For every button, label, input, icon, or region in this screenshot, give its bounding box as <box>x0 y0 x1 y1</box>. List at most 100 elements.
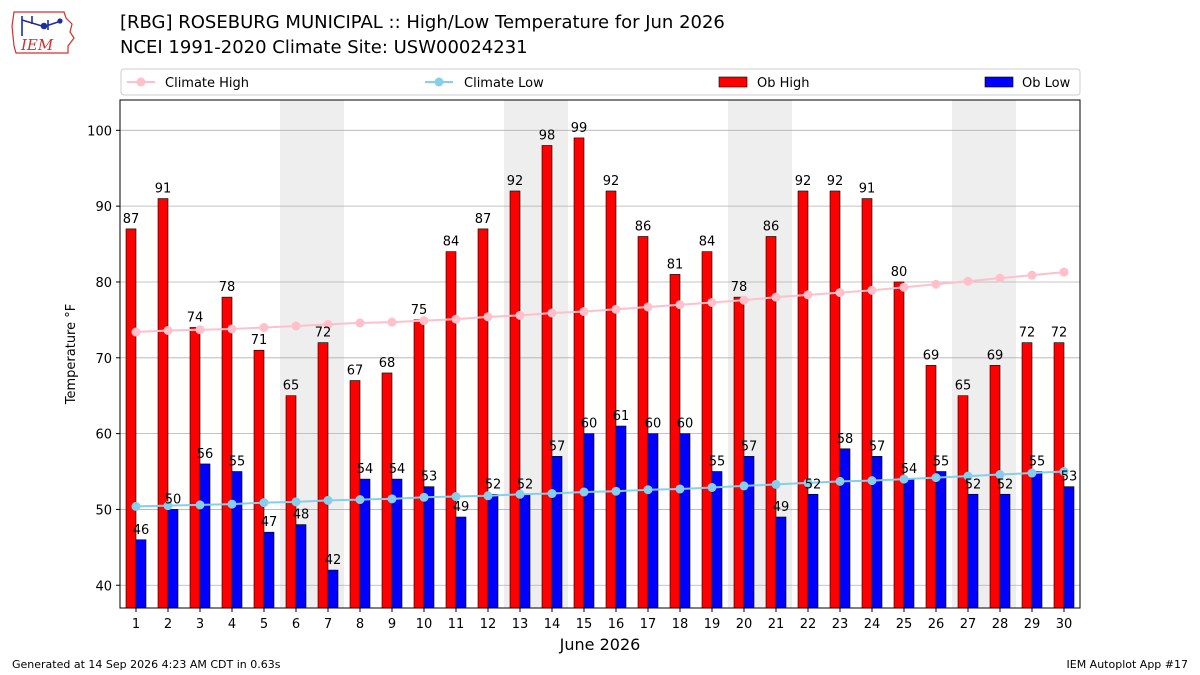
chart-title: [RBG] ROSEBURG MUNICIPAL :: High/Low Tem… <box>120 12 725 33</box>
ob-low-bar <box>967 493 979 609</box>
ob-low-bar <box>167 509 179 609</box>
legend: Climate High Climate Low Ob High Ob Low <box>120 68 1081 96</box>
ob-high-label: 74 <box>187 310 204 325</box>
legend-climate-high-marker <box>136 77 146 87</box>
climate-low-point <box>323 495 333 505</box>
ob-high-bar <box>253 349 265 609</box>
legend-ob-high-swatch <box>718 76 748 88</box>
ob-high-bar <box>381 372 393 609</box>
ob-high-label: 69 <box>987 348 1004 363</box>
x-tick-label: 12 <box>480 617 497 632</box>
climate-low-point <box>387 494 397 504</box>
ob-high-label: 99 <box>571 121 588 136</box>
ob-low-label: 55 <box>229 455 246 470</box>
ob-low-bar <box>999 493 1011 609</box>
legend-box <box>120 68 1081 96</box>
ob-low-label: 52 <box>517 477 534 492</box>
climate-high-point <box>771 292 781 302</box>
climate-high-point <box>739 295 749 305</box>
ob-high-label: 92 <box>603 174 620 189</box>
ob-high-bar <box>573 137 585 609</box>
ob-low-bar <box>775 516 787 609</box>
ob-high-label: 86 <box>763 219 780 234</box>
climate-low-point <box>675 484 685 494</box>
climate-low-line <box>135 470 1065 508</box>
ob-high-bar <box>157 198 169 609</box>
ob-low-label: 56 <box>197 447 214 462</box>
x-tick-label: 1 <box>132 617 140 632</box>
ob-low-label: 52 <box>805 477 822 492</box>
x-tick-label: 16 <box>608 617 625 632</box>
ob-low-label: 52 <box>965 477 982 492</box>
ob-low-bar <box>903 478 915 609</box>
climate-high-point <box>803 290 813 300</box>
climate-high-point <box>387 317 397 327</box>
ob-low-label: 61 <box>613 409 630 424</box>
climate-low-point <box>835 476 845 486</box>
ob-high-label: 91 <box>859 182 876 197</box>
climate-high-line <box>135 271 1065 334</box>
ob-low-label: 46 <box>133 523 150 538</box>
x-tick-label: 19 <box>704 617 721 632</box>
ob-low-bar <box>231 471 243 609</box>
ob-low-label: 54 <box>357 462 374 477</box>
ob-low-bar <box>135 539 147 609</box>
x-tick-label: 15 <box>576 617 593 632</box>
climate-lines <box>131 267 1069 511</box>
ob-high-bar <box>349 380 361 609</box>
ob-low-label: 54 <box>901 462 918 477</box>
ob-low-label: 50 <box>165 492 182 507</box>
x-tick-label: 26 <box>928 617 945 632</box>
ob-high-bar <box>893 281 905 609</box>
x-tick-label: 24 <box>864 617 881 632</box>
ob-high-label: 67 <box>347 364 364 379</box>
ob-low-label: 60 <box>581 417 598 432</box>
climate-low-point <box>803 478 813 488</box>
legend-climate-low-label: Climate Low <box>464 76 544 91</box>
x-tick-label: 2 <box>164 617 172 632</box>
ob-high-bar <box>829 190 841 609</box>
climate-low-point <box>227 499 237 509</box>
chart-subtitle: NCEI 1991-2020 Climate Site: USW00024231 <box>120 37 528 58</box>
climate-low-point <box>131 501 141 511</box>
y-tick-label: 100 <box>87 124 112 139</box>
x-tick-label: 14 <box>544 617 561 632</box>
legend-ob-high-label: Ob High <box>757 76 810 91</box>
x-axis-label: June 2026 <box>559 635 641 654</box>
x-tick-label: 22 <box>800 617 817 632</box>
climate-low-point <box>643 485 653 495</box>
ob-low-bar <box>423 486 435 609</box>
ob-high-label: 72 <box>1051 326 1068 341</box>
x-tick-label: 13 <box>512 617 529 632</box>
legend-ob-low-label: Ob Low <box>1022 76 1071 91</box>
ob-low-label: 52 <box>997 477 1014 492</box>
ob-high-bar <box>189 327 201 609</box>
ob-high-label: 71 <box>251 333 268 348</box>
climate-high-point <box>643 302 653 312</box>
ob-low-bar <box>551 456 563 609</box>
ob-high-label: 87 <box>123 212 140 227</box>
ob-low-label: 58 <box>837 432 854 447</box>
ob-low-label: 55 <box>709 455 726 470</box>
generated-timestamp: Generated at 14 Sep 2026 4:23 AM CDT in … <box>12 658 281 671</box>
climate-high-point <box>451 314 461 324</box>
iowa-state-outline-icon <box>11 11 75 54</box>
x-tick-label: 4 <box>228 617 236 632</box>
app-name: IEM Autoplot App #17 <box>1066 658 1189 671</box>
ob-low-label: 48 <box>293 508 310 523</box>
ob-high-label: 69 <box>923 348 940 363</box>
x-tick-label: 3 <box>196 617 204 632</box>
x-tick-label: 8 <box>356 617 364 632</box>
ob-high-label: 78 <box>219 280 236 295</box>
climate-high-point <box>483 312 493 322</box>
ob-high-bar <box>445 251 457 609</box>
ob-low-bar <box>615 425 627 609</box>
ob-low-bar <box>647 433 659 609</box>
climate-low-point <box>291 497 301 507</box>
climate-low-point <box>739 481 749 491</box>
x-tick-label: 11 <box>448 617 465 632</box>
ob-high-bar <box>861 198 873 609</box>
x-tick-label: 23 <box>832 617 849 632</box>
climate-low-point <box>963 471 973 481</box>
